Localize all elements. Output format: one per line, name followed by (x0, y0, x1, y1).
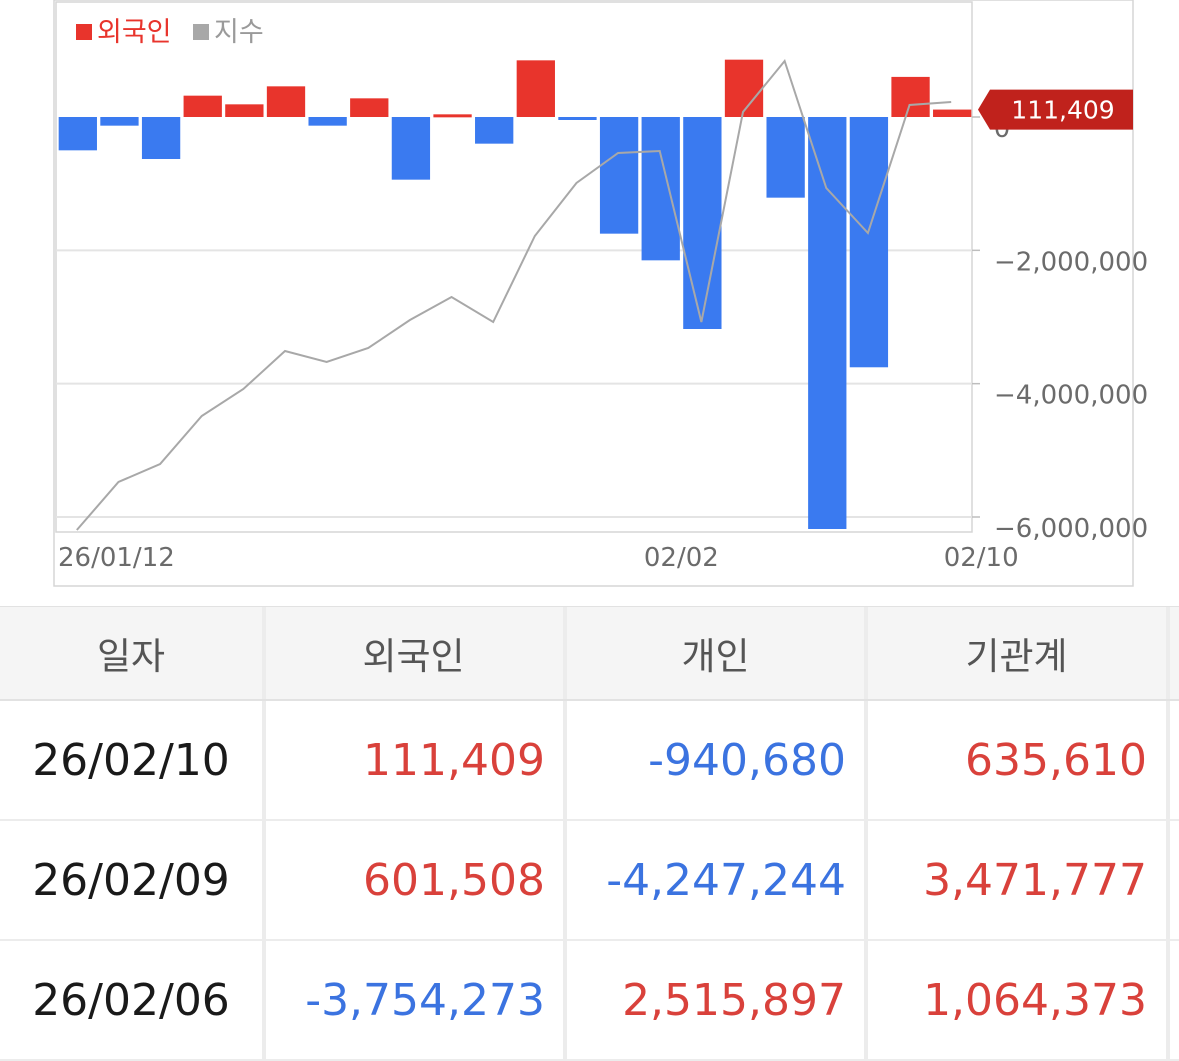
individual-cell: 2,515,897 (622, 974, 846, 1026)
y-tick-label: −4,000,000 (994, 381, 1148, 411)
foreign-bar (766, 117, 805, 198)
column-divider (563, 821, 567, 939)
foreign-bar (516, 60, 555, 117)
institution-cell: 1,064,373 (923, 974, 1147, 1026)
foreign-bar (683, 117, 722, 329)
column-divider (262, 701, 266, 819)
date-cell: 26/02/09 (32, 854, 230, 906)
column-divider (563, 607, 567, 699)
individual-cell: -940,680 (648, 734, 846, 786)
last-value-badge (978, 89, 1133, 130)
column-divider (1166, 607, 1170, 699)
legend-label: 외국인 (97, 17, 172, 48)
foreign-bar (266, 86, 306, 117)
column-divider (1166, 821, 1170, 939)
foreign-bar (308, 117, 347, 126)
header-individual[interactable]: 개인 (681, 635, 750, 678)
investor-chart-panel: 0−2,000,000−4,000,000−6,000,00026/01/120… (53, 0, 1148, 587)
column-divider (1166, 941, 1170, 1059)
column-divider (262, 941, 266, 1059)
legend-label: 지수 (214, 17, 264, 48)
x-tick-label: 02/10 (944, 543, 1019, 573)
legend-swatch (76, 24, 92, 40)
table-row[interactable]: 26/02/10 111,409 -940,680 635,610 (0, 701, 1179, 821)
foreign-bar (141, 117, 181, 159)
foreign-bar (808, 117, 847, 529)
x-tick-label: 02/02 (644, 543, 719, 573)
foreign-bar (475, 117, 514, 144)
column-divider (864, 701, 868, 819)
institution-cell: 635,610 (965, 734, 1147, 786)
column-divider (864, 941, 868, 1059)
header-date[interactable]: 일자 (96, 635, 166, 678)
institution-cell: 3,471,777 (923, 854, 1147, 906)
y-tick-label: −6,000,000 (994, 514, 1148, 544)
y-tick-label: −2,000,000 (994, 247, 1148, 277)
foreign-bar (350, 98, 389, 117)
legend-swatch (193, 24, 209, 40)
foreign-cell: -3,754,273 (305, 974, 545, 1026)
x-tick-label: 26/01/12 (58, 543, 175, 573)
investor-chart: 0−2,000,000−4,000,000−6,000,00026/01/120… (53, 0, 1148, 587)
table-row[interactable]: 26/02/09 601,508 -4,247,244 3,471,777 (0, 821, 1179, 941)
date-cell: 26/02/06 (32, 974, 230, 1026)
index-line (76, 58, 952, 531)
header-foreign[interactable]: 외국인 (362, 635, 465, 678)
last-value-label: 111,409 (1011, 96, 1114, 125)
foreign-bar (58, 117, 97, 151)
column-divider (864, 821, 868, 939)
foreign-bar (558, 117, 597, 120)
individual-cell: -4,247,244 (606, 854, 846, 906)
foreign-bar (599, 117, 639, 234)
column-divider (262, 821, 266, 939)
date-cell: 26/02/10 (32, 734, 230, 786)
investor-table: 일자 외국인 개인 기관계 26/02/10 111,409 -940,680 … (0, 606, 1179, 1061)
foreign-bar (433, 114, 472, 118)
foreign-bar (183, 95, 222, 117)
foreign-cell: 601,508 (363, 854, 545, 906)
plot-area (55, 1, 973, 533)
column-divider (1166, 701, 1170, 819)
foreign-bar (225, 104, 264, 117)
table-header-row: 일자 외국인 개인 기관계 (0, 606, 1179, 701)
column-divider (864, 607, 868, 699)
column-divider (262, 607, 266, 699)
column-divider (563, 941, 567, 1059)
column-divider (563, 701, 567, 819)
foreign-bar (849, 117, 889, 368)
foreign-bar (100, 117, 139, 126)
foreign-bar (391, 117, 431, 180)
table-row[interactable]: 26/02/06 -3,754,273 2,515,897 1,064,373 (0, 941, 1179, 1061)
foreign-cell: 111,409 (363, 734, 545, 786)
chart-frame (53, 0, 1134, 587)
foreign-bar (891, 76, 930, 117)
foreign-bar (933, 109, 972, 117)
foreign-bar (724, 59, 764, 117)
foreign-bar (641, 117, 680, 261)
header-institution[interactable]: 기관계 (965, 635, 1068, 678)
